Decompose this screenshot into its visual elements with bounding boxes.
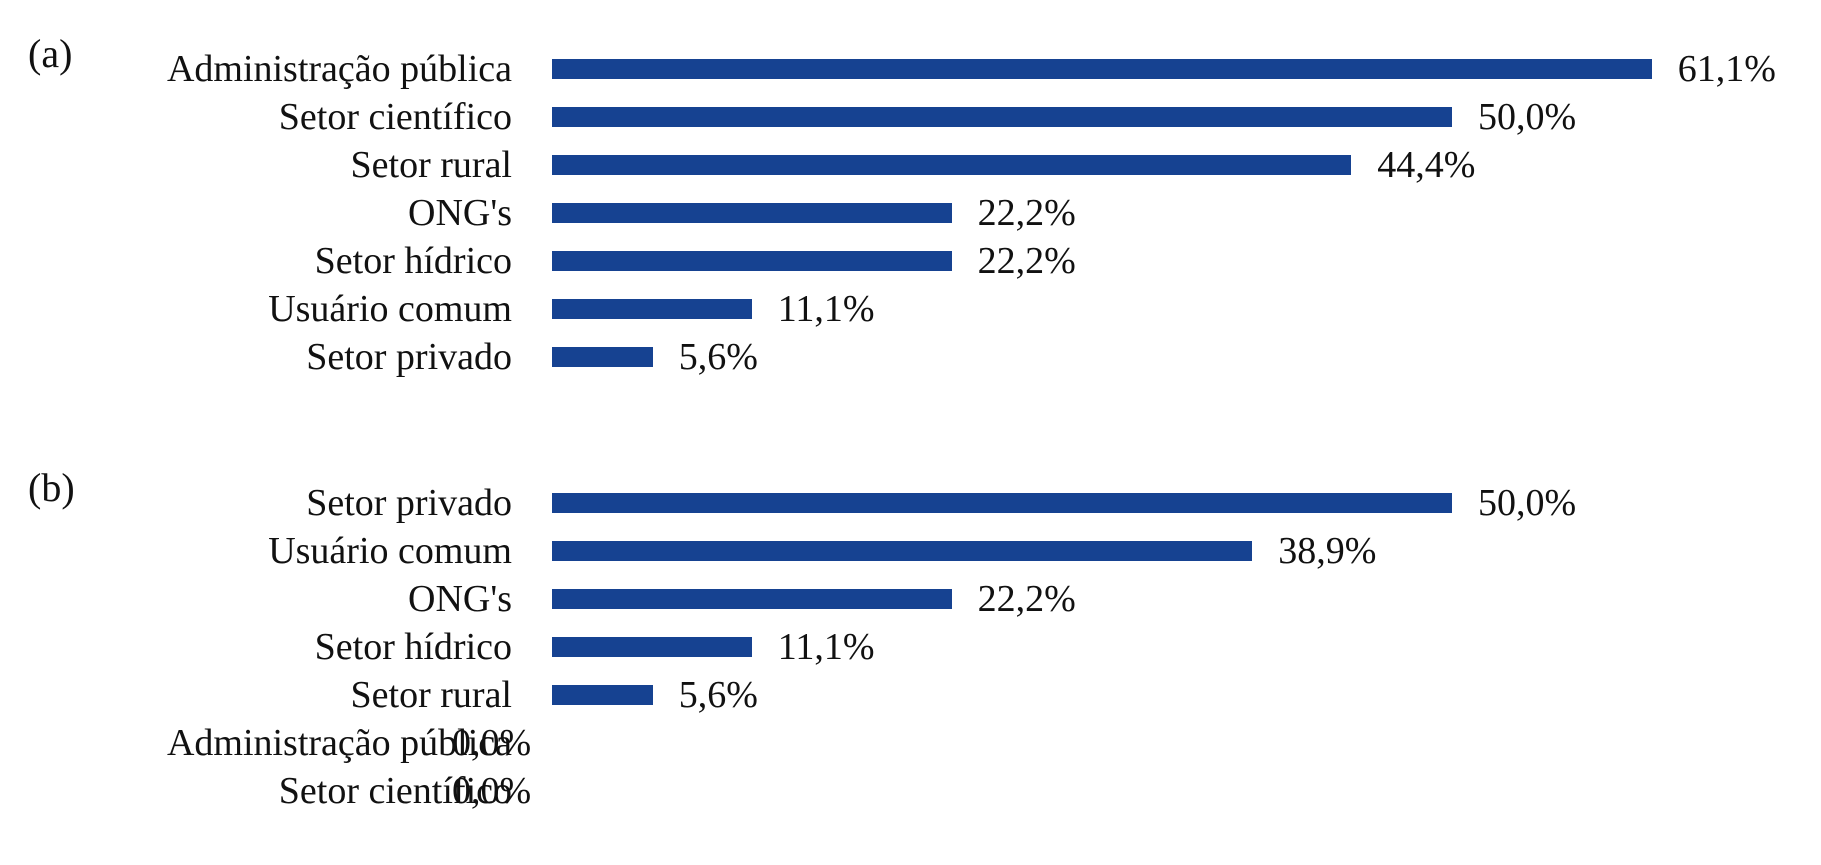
bar-row: Setor rural 44,4% bbox=[0, 141, 1821, 189]
bar-area: 11,1% bbox=[552, 628, 1821, 666]
chart-a: Administração pública 61,1% Setor científi… bbox=[0, 45, 1821, 381]
category-label: Setor científico bbox=[278, 770, 512, 812]
bar-area: 22,2% bbox=[552, 580, 1821, 618]
category-label: Setor científico bbox=[278, 96, 512, 138]
bar-area: 0,0% bbox=[452, 772, 1821, 810]
bar bbox=[552, 59, 1652, 79]
value-label: 38,9% bbox=[1278, 530, 1377, 572]
bar-row: Setor hídrico 22,2% bbox=[0, 237, 1821, 285]
value-label: 0,0% bbox=[452, 722, 532, 764]
value-label: 50,0% bbox=[1478, 96, 1577, 138]
chart-b: Setor privado 50,0% Usuário comum 38,9% ONG'… bbox=[0, 479, 1821, 815]
panel-label-a: (a) bbox=[28, 31, 73, 76]
bar-area: 50,0% bbox=[552, 98, 1821, 136]
value-label: 11,1% bbox=[777, 626, 875, 668]
value-label: 5,6% bbox=[678, 336, 758, 378]
bar-row: Usuário comum 11,1% bbox=[0, 285, 1821, 333]
bar-row: Setor científico 0,0% bbox=[0, 767, 1821, 815]
category-label: ONG's bbox=[408, 578, 512, 620]
bar-area: 11,1% bbox=[552, 290, 1821, 328]
category-label: Setor rural bbox=[350, 674, 512, 716]
bar-row: Setor hídrico 11,1% bbox=[0, 623, 1821, 671]
bar bbox=[552, 299, 752, 319]
category-label: Usuário comum bbox=[268, 530, 512, 572]
bar bbox=[552, 637, 752, 657]
bar-area: 61,1% bbox=[552, 50, 1821, 88]
bar-area: 5,6% bbox=[552, 338, 1821, 376]
value-label: 22,2% bbox=[977, 578, 1076, 620]
bar-area: 22,2% bbox=[552, 194, 1821, 232]
value-label: 5,6% bbox=[678, 674, 758, 716]
category-label: Setor hídrico bbox=[314, 240, 512, 282]
category-label: Administração pública bbox=[166, 722, 512, 764]
category-label: ONG's bbox=[408, 192, 512, 234]
bar bbox=[552, 203, 952, 223]
bar bbox=[552, 685, 653, 705]
bar bbox=[552, 493, 1452, 513]
bar-row: Administração pública 0,0% bbox=[0, 719, 1821, 767]
panel-label-b: (b) bbox=[28, 465, 75, 510]
bar bbox=[552, 251, 952, 271]
bar-row: ONG's 22,2% bbox=[0, 189, 1821, 237]
bar bbox=[552, 155, 1352, 175]
bar-row: Administração pública 61,1% bbox=[0, 45, 1821, 93]
bar-area: 50,0% bbox=[552, 484, 1821, 522]
bar-row: Setor privado 5,6% bbox=[0, 333, 1821, 381]
value-label: 44,4% bbox=[1377, 144, 1476, 186]
bar-row: Setor privado 50,0% bbox=[0, 479, 1821, 527]
category-label: Setor rural bbox=[350, 144, 512, 186]
bar-row: Setor científico 50,0% bbox=[0, 93, 1821, 141]
value-label: 50,0% bbox=[1478, 482, 1577, 524]
value-label: 22,2% bbox=[977, 192, 1076, 234]
category-label: Usuário comum bbox=[268, 288, 512, 330]
bar bbox=[552, 589, 952, 609]
category-label: Setor hídrico bbox=[314, 626, 512, 668]
category-label: Administração pública bbox=[166, 48, 512, 90]
value-label: 11,1% bbox=[777, 288, 875, 330]
value-label: 0,0% bbox=[452, 770, 532, 812]
bar bbox=[552, 347, 653, 367]
category-label: Setor privado bbox=[306, 482, 512, 524]
bar-row: Setor rural 5,6% bbox=[0, 671, 1821, 719]
bar-row: Usuário comum 38,9% bbox=[0, 527, 1821, 575]
bar-row: ONG's 22,2% bbox=[0, 575, 1821, 623]
bar bbox=[552, 541, 1253, 561]
bar bbox=[552, 107, 1452, 127]
bar-area: 44,4% bbox=[552, 146, 1821, 184]
bar-area: 5,6% bbox=[552, 676, 1821, 714]
category-label: Setor privado bbox=[306, 336, 512, 378]
value-label: 61,1% bbox=[1677, 48, 1776, 90]
bar-area: 0,0% bbox=[452, 724, 1821, 762]
bar-area: 38,9% bbox=[552, 532, 1821, 570]
bar-area: 22,2% bbox=[552, 242, 1821, 280]
value-label: 22,2% bbox=[977, 240, 1076, 282]
